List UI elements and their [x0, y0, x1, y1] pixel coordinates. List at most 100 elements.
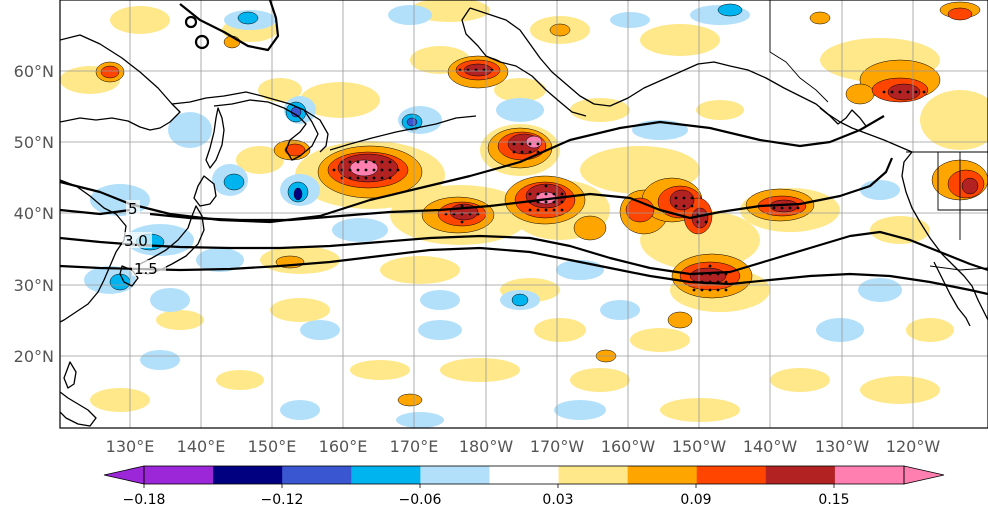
stipple-dot: [396, 168, 400, 172]
colorbar-over-arrow: [903, 465, 945, 485]
lon-label-140e: 140°E: [177, 437, 226, 456]
anomaly-patch: [920, 90, 988, 150]
stipple-dot: [716, 288, 720, 292]
coast-asia-north: [60, 34, 181, 131]
anomaly-patch: [630, 328, 690, 352]
coast-japan-hokkaido: [193, 175, 217, 207]
graticule: [60, 0, 988, 428]
colorbar-bin: [144, 466, 214, 484]
stipple-dot: [704, 220, 708, 224]
anomaly-patch: [397, 393, 423, 407]
stipple-dot: [364, 160, 368, 164]
colorbar-label-neg018: −0.18: [123, 492, 166, 508]
stipple-dot: [388, 176, 392, 180]
anomaly-patch: [717, 3, 743, 17]
lon-label-150w: 150°W: [672, 437, 727, 456]
stipple-dot: [674, 196, 678, 200]
colorbar-bin: [834, 466, 905, 484]
anomaly-patch: [420, 290, 460, 310]
anomaly-patch: [858, 278, 902, 302]
stipple-dot: [356, 160, 360, 164]
stipple-dot: [906, 90, 910, 94]
coast-alaska-bristol: [461, 7, 587, 117]
stipple-dot: [788, 206, 792, 210]
colorbar-bins: [144, 466, 905, 484]
anomaly-patch: [554, 400, 606, 420]
colorbar-bin: [213, 466, 283, 484]
anomaly-patch: [496, 98, 544, 122]
border-us-states-2: [959, 152, 988, 211]
lat-label-60: 60°N: [14, 62, 54, 81]
anomaly-patch: [860, 376, 940, 404]
colorbar-under-arrow: [103, 465, 145, 485]
anomaly-patch: [237, 11, 259, 25]
anomaly-patch: [418, 320, 462, 340]
contour-label-3-bg: [122, 232, 152, 248]
colorbar: −0.18 −0.12 −0.06 0.03 0.09 0.15: [103, 465, 945, 508]
lon-label-130w: 130°W: [815, 437, 870, 456]
anomaly-patch: [110, 6, 170, 34]
stipple-dot: [552, 208, 556, 212]
stipple-dot: [560, 192, 564, 196]
coast-sakhalin: [205, 107, 225, 169]
coast-aleutians: [329, 115, 477, 151]
anomaly-patch: [216, 370, 264, 390]
stipple-dot: [690, 204, 694, 208]
stipple-dot: [528, 142, 532, 146]
anomaly-patch: [887, 83, 921, 101]
anomaly-patch: [696, 100, 744, 120]
lon-label-170e: 170°E: [390, 437, 439, 456]
anomaly-patch: [534, 318, 586, 342]
colorbar-label-neg006: −0.06: [399, 492, 442, 508]
colorbar-bin: [282, 466, 352, 484]
anomaly-patch: [300, 320, 340, 340]
colorbar-bin: [420, 466, 490, 484]
colorbar-bin: [627, 466, 698, 484]
stipple-dot: [356, 168, 360, 172]
stipple-dot: [332, 168, 336, 172]
stipple-dot: [520, 142, 524, 146]
stipple-dot: [914, 90, 918, 94]
lat-label-30: 30°N: [14, 276, 54, 295]
stipple-dot: [460, 220, 464, 224]
anomaly-patch: [600, 300, 640, 320]
anomaly-patch: [770, 368, 830, 392]
anomaly-patch: [150, 288, 190, 312]
stipple-dot: [372, 168, 376, 172]
stipple-dot: [674, 204, 678, 208]
stipple-dot: [536, 192, 540, 196]
stipple-dot: [724, 288, 728, 292]
stipple-dot: [356, 176, 360, 180]
anomaly-patch: [961, 177, 979, 195]
stipple-dot: [348, 160, 352, 164]
anomaly-patch: [440, 358, 520, 382]
lat-label-50: 50°N: [14, 133, 54, 152]
contour-labels: 5 3.0 1.5: [122, 200, 166, 278]
colorbar-bin: [489, 466, 560, 484]
colorbar-bin: [765, 466, 836, 484]
stipple-dot: [512, 142, 516, 146]
contour-3: [60, 230, 988, 276]
coastlines: [60, 7, 988, 427]
border-alaska-canada: [769, 0, 829, 103]
border-us-states-1: [937, 152, 961, 240]
anomaly-patch: [350, 360, 410, 380]
stipple-dot: [536, 142, 540, 146]
contour-5b: [149, 157, 894, 222]
anomaly-patch: [280, 400, 320, 420]
contour-upper-ridge: [60, 115, 885, 224]
stipple-dot: [348, 176, 352, 180]
contour-1-5: [60, 246, 988, 296]
anomaly-patch: [396, 412, 444, 428]
lon-label-160w: 160°W: [601, 437, 656, 456]
stipple-dot: [796, 206, 800, 210]
anomaly-patch: [293, 187, 303, 201]
stipple-dot: [364, 168, 368, 172]
anomaly-patch: [270, 298, 330, 322]
map-frame: [59, 0, 988, 429]
stipple-dot: [708, 264, 712, 268]
stipple-dot: [544, 200, 548, 204]
stipple-dot: [898, 90, 902, 94]
anomaly-patch: [156, 310, 204, 330]
stipple-dot: [692, 288, 696, 292]
